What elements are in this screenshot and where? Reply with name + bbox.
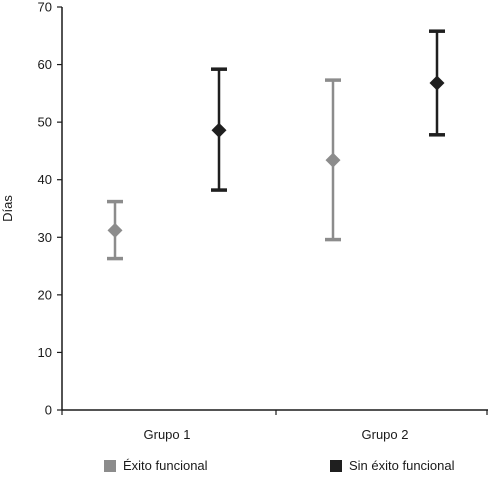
legend-item-exito: Éxito funcional	[104, 458, 208, 473]
y-tick-label: 0	[45, 403, 52, 418]
data-point-diamond	[211, 122, 227, 138]
legend-item-sin-exito: Sin éxito funcional	[330, 458, 455, 473]
legend-label-exito: Éxito funcional	[123, 458, 208, 473]
legend-label-sin-exito: Sin éxito funcional	[349, 458, 455, 473]
legend-swatch-exito	[104, 459, 116, 472]
y-tick-label: 40	[38, 172, 52, 187]
data-point-diamond	[107, 222, 123, 238]
x-tick-label: Grupo 1	[144, 427, 191, 442]
y-axis-label: Días	[0, 195, 15, 222]
axes: 0 10 20 30 40 50 60 70 Grupo 1 Grupo 2	[38, 0, 488, 442]
marks	[107, 29, 445, 261]
y-tick-label: 10	[38, 345, 52, 360]
y-tick-label: 70	[38, 0, 52, 15]
x-tick-label: Grupo 2	[362, 427, 409, 442]
y-tick-label: 30	[38, 230, 52, 245]
y-tick-label: 20	[38, 287, 52, 302]
y-tick-label: 50	[38, 115, 52, 130]
legend-swatch-sin-exito	[330, 459, 342, 472]
data-point-diamond	[325, 152, 341, 168]
y-tick-label: 60	[38, 57, 52, 72]
data-point-diamond	[429, 75, 445, 91]
